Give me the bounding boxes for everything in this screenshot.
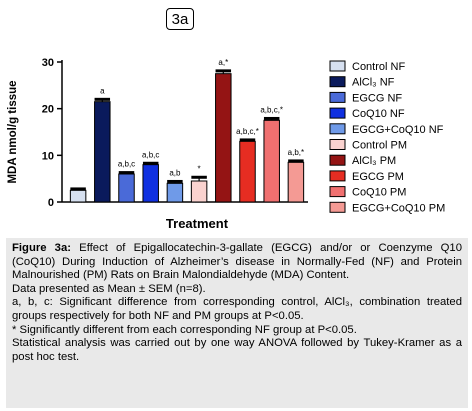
y-axis-title: MDA nmol/g tissue — [7, 80, 19, 183]
error-cap — [215, 69, 232, 73]
bar — [239, 140, 256, 203]
bar-annotation: a,b,c,* — [236, 127, 259, 136]
bar-annotation: a,b — [169, 168, 181, 177]
bar-annotation: a,b,c — [118, 160, 135, 169]
error-cap — [118, 171, 135, 175]
legend-label: AlCl₃ PM — [352, 155, 396, 167]
bar — [69, 189, 87, 203]
legend-label: EGCG+CoQ10 PM — [352, 202, 445, 214]
legend-swatch — [329, 154, 346, 166]
legend-swatch — [329, 107, 346, 119]
bar-annotation: a,b,c,* — [260, 105, 283, 114]
bar-annotation: * — [198, 164, 201, 173]
legend-swatch — [329, 60, 346, 72]
error-cap — [239, 138, 256, 142]
bar — [190, 180, 208, 203]
y-tick-label: 10 — [42, 150, 54, 162]
panel-label: 3a — [166, 8, 194, 30]
legend-label: Control PM — [352, 140, 407, 152]
bar — [215, 73, 232, 203]
legend-label: EGCG NF — [352, 92, 402, 104]
legend-swatch — [329, 139, 346, 150]
error-cap — [94, 97, 111, 101]
legend-label: Control NF — [352, 61, 405, 73]
bar-annotation: a,* — [218, 58, 228, 67]
bar-annotation: a,b,c — [142, 150, 159, 159]
legend-swatch — [329, 91, 346, 103]
bar — [94, 101, 111, 203]
error-cap — [191, 175, 207, 179]
bar-chart: 0 10 20 30 MDA nmol/g tissue Treatment a a,b,c… — [7, 57, 445, 231]
legend-swatch — [329, 170, 346, 182]
chart-bars: a a,b,c a,b,c a,b * a,* a,b,c,* a,b,c,* a,b,* — [69, 58, 305, 203]
error-cap — [263, 116, 280, 120]
bar — [287, 161, 305, 203]
caption-star-note: * Significantly different from each corr… — [12, 323, 357, 336]
error-cap — [288, 159, 304, 163]
y-tick-label: 30 — [42, 57, 54, 69]
legend-label: CoQ10 PM — [352, 187, 406, 199]
figure-caption: Figure 3a: Effect of Epigallocatechin-3-… — [6, 238, 468, 408]
error-cap — [70, 187, 86, 191]
bar-annotation: a,b,* — [288, 148, 304, 157]
error-cap — [167, 179, 183, 183]
legend-swatch — [329, 123, 346, 135]
y-tick-label: 20 — [42, 104, 54, 116]
bar-annotation: a — [100, 86, 105, 95]
legend-label: EGCG+CoQ10 NF — [352, 124, 444, 136]
legend-label: EGCG PM — [352, 171, 404, 183]
legend-swatch — [329, 76, 346, 88]
chart-axes: 0 10 20 30 MDA nmol/g tissue Treatment — [7, 57, 308, 231]
caption-stats-note: Statistical analysis was carried out by … — [12, 337, 462, 363]
legend-swatch — [329, 201, 346, 213]
caption-figure-label: Figure 3a: — [12, 242, 72, 254]
chart-legend: Control NF AlCl₃ NF EGCG NF CoQ10 NF EGCG+Co… — [329, 60, 445, 214]
bar — [118, 173, 135, 203]
x-axis-title: Treatment — [166, 216, 229, 231]
legend-label: AlCl₃ NF — [352, 77, 395, 89]
error-cap — [142, 161, 159, 165]
bar — [166, 182, 184, 203]
y-tick-label: 0 — [48, 197, 54, 209]
caption-data-note: Data presented as Mean ± SEM (n=8). — [12, 282, 206, 295]
bar — [263, 119, 280, 203]
caption-main: Figure 3a: Effect of Epigallocatechin-3-… — [12, 242, 462, 283]
caption-abc-note: a, b, c: Significant difference from cor… — [12, 296, 462, 322]
legend-swatch — [329, 186, 346, 198]
legend-label: CoQ10 NF — [352, 108, 405, 120]
bar — [142, 164, 159, 203]
caption-figure-text: Effect of Epigallocatechin-3-gallate (EG… — [12, 242, 462, 282]
